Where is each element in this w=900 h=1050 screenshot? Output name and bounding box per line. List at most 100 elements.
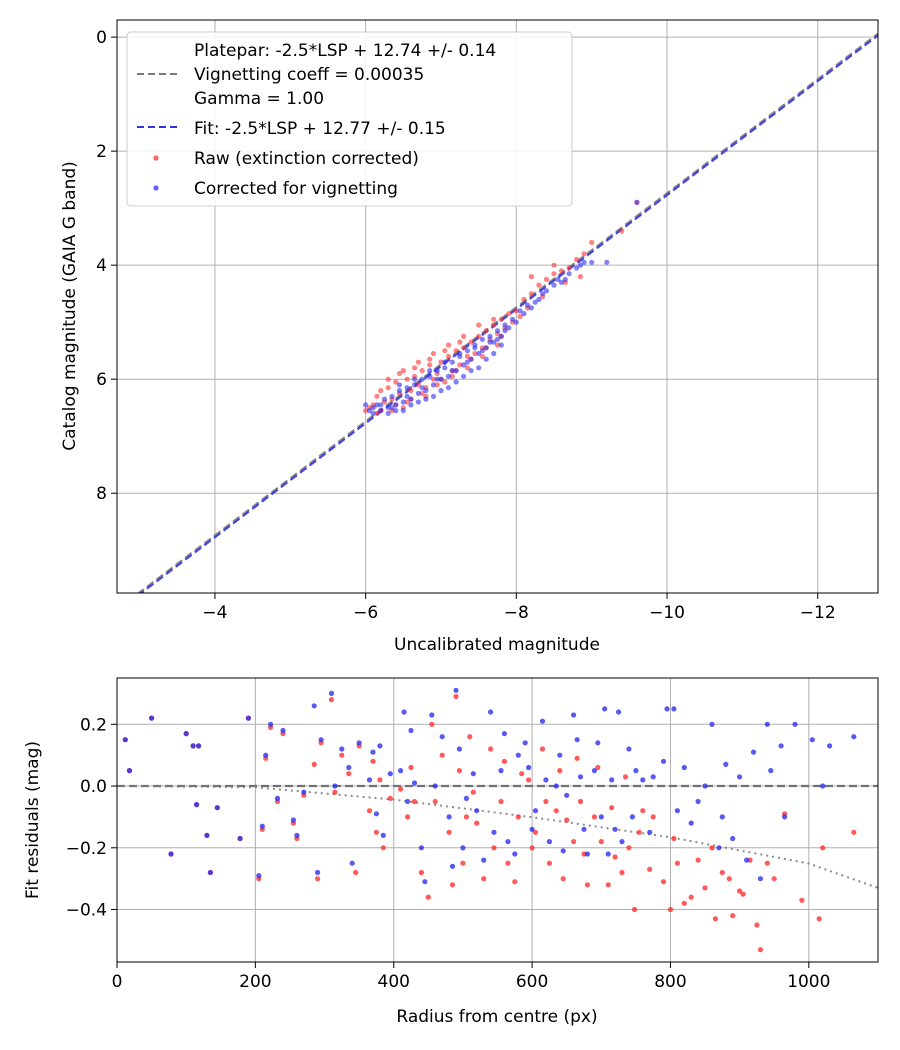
corrected-point (577, 774, 584, 780)
raw-point (591, 814, 598, 820)
raw-point (332, 789, 338, 795)
raw-point (647, 866, 653, 873)
corrected-point (389, 405, 395, 411)
line-platepar (137, 32, 878, 593)
x-tick-label: 600 (516, 972, 548, 992)
corrected-point (461, 362, 467, 368)
raw-point (526, 777, 532, 783)
raw-point (799, 897, 805, 903)
corrected-point (274, 795, 281, 802)
corrected-point (396, 388, 403, 394)
raw-point (427, 362, 433, 368)
raw-point (622, 774, 629, 780)
legend-label-fit: Fit: -2.5*LSP + 12.77 +/- 0.15 (194, 119, 446, 139)
corrected-point (332, 783, 338, 789)
raw-point (385, 385, 391, 391)
corrected-point (396, 382, 403, 388)
corrected-point (400, 399, 406, 405)
raw-point (481, 876, 487, 882)
corrected-point (558, 279, 565, 285)
corrected-point (438, 388, 444, 394)
x-tick-label: 0 (112, 972, 123, 992)
raw-point (463, 814, 469, 820)
raw-point (396, 370, 403, 377)
y-tick-label: 0 (96, 28, 107, 48)
corrected-point (418, 845, 424, 851)
raw-point (551, 271, 557, 277)
y-tick-label: 6 (96, 370, 107, 390)
corrected-point (716, 845, 722, 851)
raw-point (445, 342, 452, 348)
x-tick-label: −12 (800, 603, 836, 623)
corrected-point (532, 299, 538, 305)
corrected-point (515, 752, 521, 758)
corrected-point (640, 777, 646, 783)
corrected-point (650, 774, 656, 780)
corrected-point (564, 792, 570, 798)
raw-point (543, 798, 549, 805)
corrected-point (553, 783, 559, 789)
corrected-point (476, 350, 482, 357)
corrected-point (378, 408, 384, 414)
corrected-point (464, 348, 470, 354)
corrected-point (737, 774, 743, 780)
corrected-point (529, 826, 535, 832)
corrected-point (688, 820, 694, 826)
corrected-point (851, 734, 857, 740)
raw-point (564, 817, 570, 823)
raw-point (820, 845, 826, 851)
corrected-point (612, 826, 618, 832)
raw-point (631, 906, 638, 913)
raw-point (328, 697, 335, 703)
corrected-point (488, 709, 494, 715)
corrected-point (381, 396, 388, 402)
raw-point (506, 311, 512, 317)
raw-point (339, 752, 345, 758)
corrected-point (429, 712, 435, 718)
corrected-point (190, 743, 196, 749)
raw-point (425, 894, 431, 900)
legend-label-vignetting: Vignetting coeff = 0.00035 (194, 65, 424, 85)
corrected-point (339, 746, 345, 752)
corrected-point (494, 336, 501, 342)
corrected-point (502, 328, 508, 334)
raw-point (415, 382, 421, 388)
raw-point (536, 282, 542, 288)
corrected-point (723, 761, 729, 768)
y-tick-label: 4 (96, 256, 107, 276)
raw-point (566, 265, 572, 271)
raw-point (709, 845, 715, 851)
corrected-point (427, 373, 433, 379)
corrected-point (820, 783, 826, 789)
raw-point (449, 373, 455, 379)
top-plot-frame (116, 19, 879, 594)
raw-point (427, 356, 433, 362)
bottom-ticks: 0 200 400 600 800 1000 0.2 0.0 −0.2 −0.4 (66, 715, 831, 992)
raw-point (408, 764, 414, 771)
corrected-point (546, 839, 553, 845)
bottom-plot-frame (116, 677, 879, 963)
raw-point (754, 922, 760, 928)
corrected-point (671, 706, 677, 712)
corrected-point (491, 350, 497, 357)
corrected-point (446, 814, 452, 820)
top-ticks: −4 −6 −8 −10 −12 0 2 4 6 8 (96, 28, 835, 623)
corrected-point (782, 814, 788, 820)
corrected-point (385, 410, 391, 416)
raw-point (764, 860, 770, 866)
raw-point (430, 350, 437, 357)
corrected-point (259, 823, 265, 829)
raw-point (558, 268, 565, 274)
corrected-point (595, 740, 601, 746)
corrected-point (398, 768, 404, 774)
corrected-point (404, 393, 410, 399)
corrected-point (616, 709, 622, 715)
raw-point (674, 860, 681, 866)
raw-point (498, 798, 504, 805)
corrected-point (517, 308, 523, 314)
raw-point (491, 316, 497, 322)
raw-point (546, 860, 553, 866)
corrected-point (419, 376, 425, 382)
corrected-point (744, 857, 750, 863)
corrected-point (626, 746, 632, 752)
